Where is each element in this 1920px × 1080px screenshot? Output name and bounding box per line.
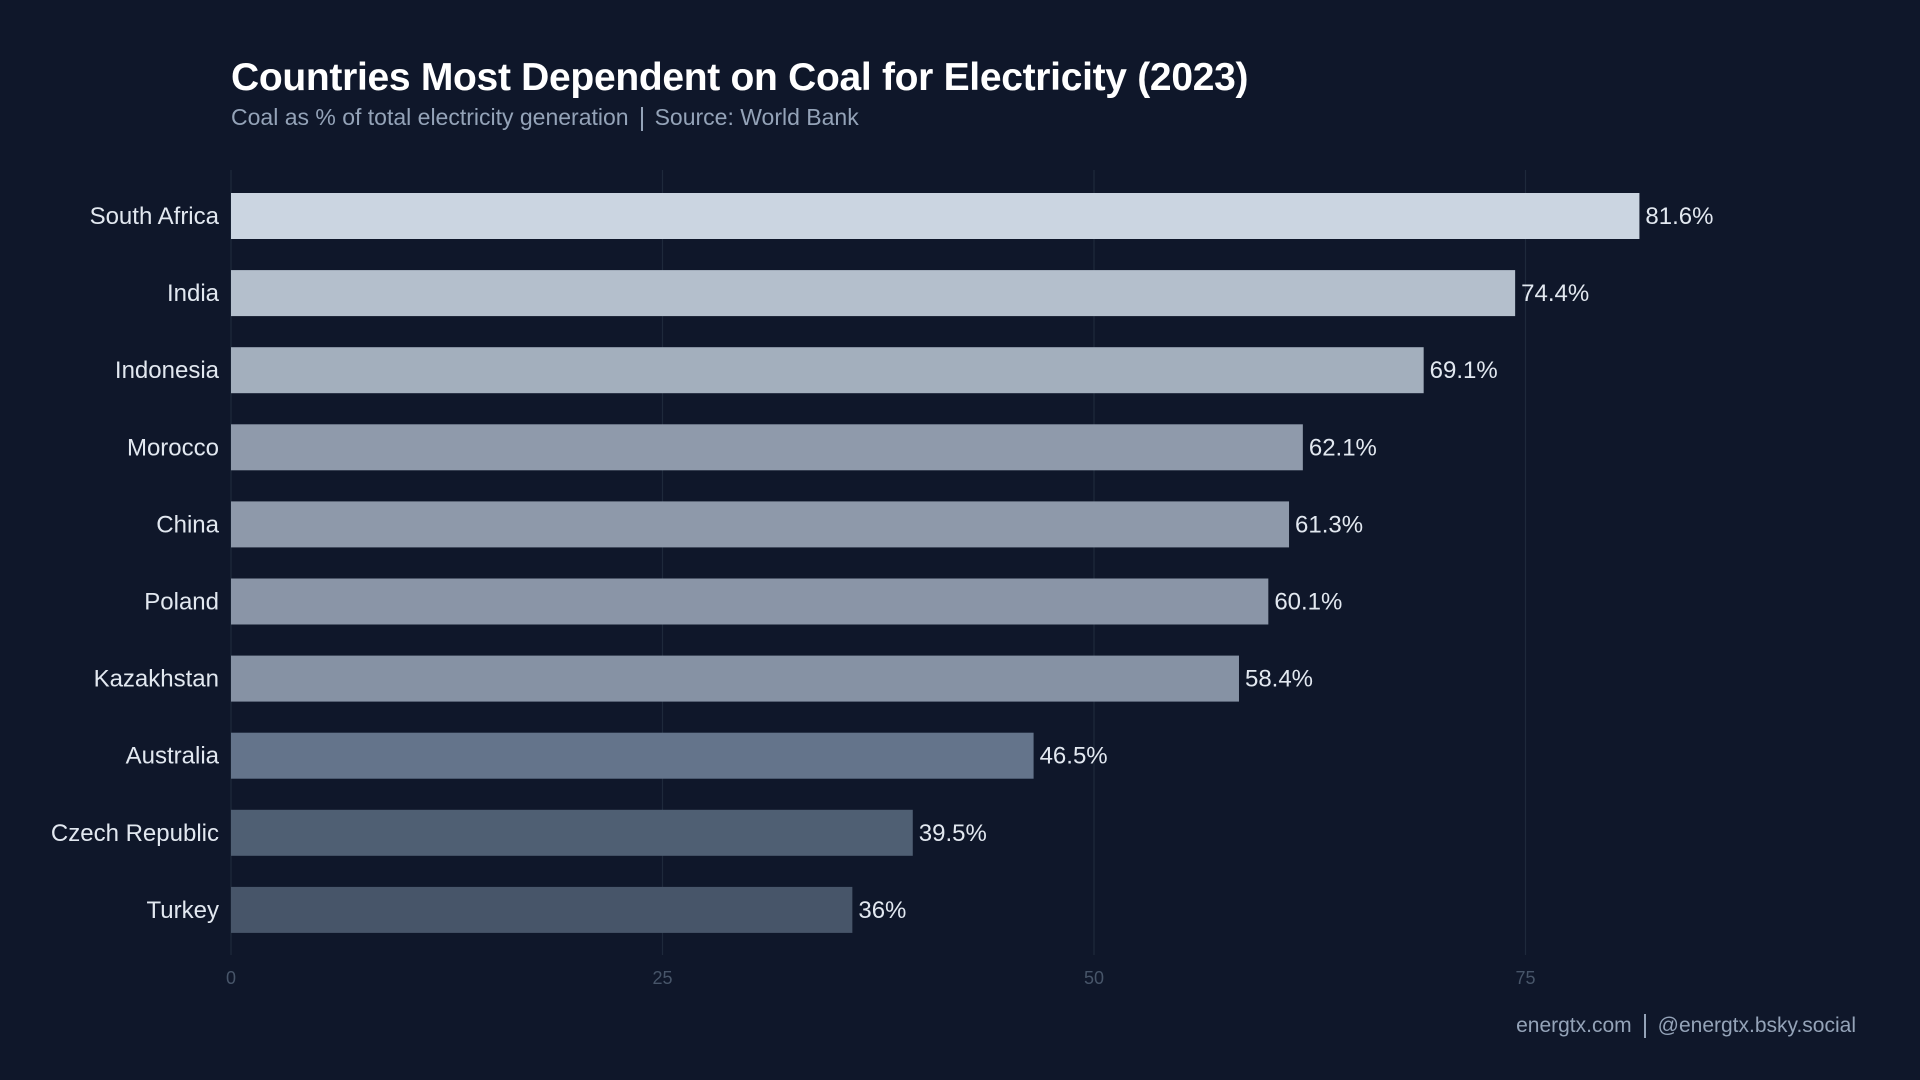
bar [231, 270, 1516, 317]
x-tick-label: 0 [226, 968, 236, 988]
footer-credits: energtx.com @energtx.bsky.social [1516, 1014, 1856, 1039]
x-tick-label: 50 [1084, 968, 1104, 988]
footer-separator [1643, 1014, 1646, 1039]
x-tick-label: 75 [1515, 968, 1535, 988]
bar [231, 732, 1034, 779]
y-category-label: Morocco [127, 434, 219, 461]
y-category-label: Australia [126, 743, 220, 770]
bar [231, 886, 853, 933]
bar-value-label: 60.1% [1274, 589, 1342, 616]
bar [231, 347, 1424, 394]
bar-value-label: 39.5% [919, 820, 987, 847]
y-category-label: Poland [144, 589, 219, 616]
y-category-label: Turkey [147, 897, 219, 924]
y-category-label: India [167, 280, 220, 307]
x-tick-label: 25 [652, 968, 672, 988]
bar [231, 193, 1640, 239]
y-category-label: South Africa [90, 203, 220, 230]
y-category-label: Kazakhstan [94, 666, 219, 693]
bar-value-label: 61.3% [1295, 511, 1363, 538]
bar [231, 655, 1239, 702]
bar-value-label: 69.1% [1430, 357, 1498, 384]
chart-title: Countries Most Dependent on Coal for Ele… [231, 56, 1249, 99]
chart-subtitle: Coal as % of total electricity generatio… [231, 104, 859, 131]
bar-value-label: 62.1% [1309, 434, 1377, 461]
y-category-label: Indonesia [115, 357, 220, 384]
subtitle-description: Coal as % of total electricity generatio… [231, 104, 629, 130]
bar-value-label: 81.6% [1645, 203, 1713, 230]
bar-value-label: 46.5% [1040, 743, 1108, 770]
bar [231, 578, 1269, 625]
footer-social: @energtx.bsky.social [1657, 1014, 1856, 1037]
bar-value-label: 74.4% [1521, 280, 1589, 307]
subtitle-source: Source: World Bank [654, 104, 859, 130]
footer-site: energtx.com [1516, 1014, 1632, 1037]
bar-value-label: 58.4% [1245, 666, 1313, 693]
subtitle-separator [640, 106, 643, 131]
bar [231, 424, 1303, 471]
bar [231, 501, 1290, 548]
bar [231, 809, 913, 856]
y-category-label: Czech Republic [51, 820, 219, 847]
bar-value-label: 36% [858, 897, 906, 924]
y-category-label: China [156, 511, 219, 538]
